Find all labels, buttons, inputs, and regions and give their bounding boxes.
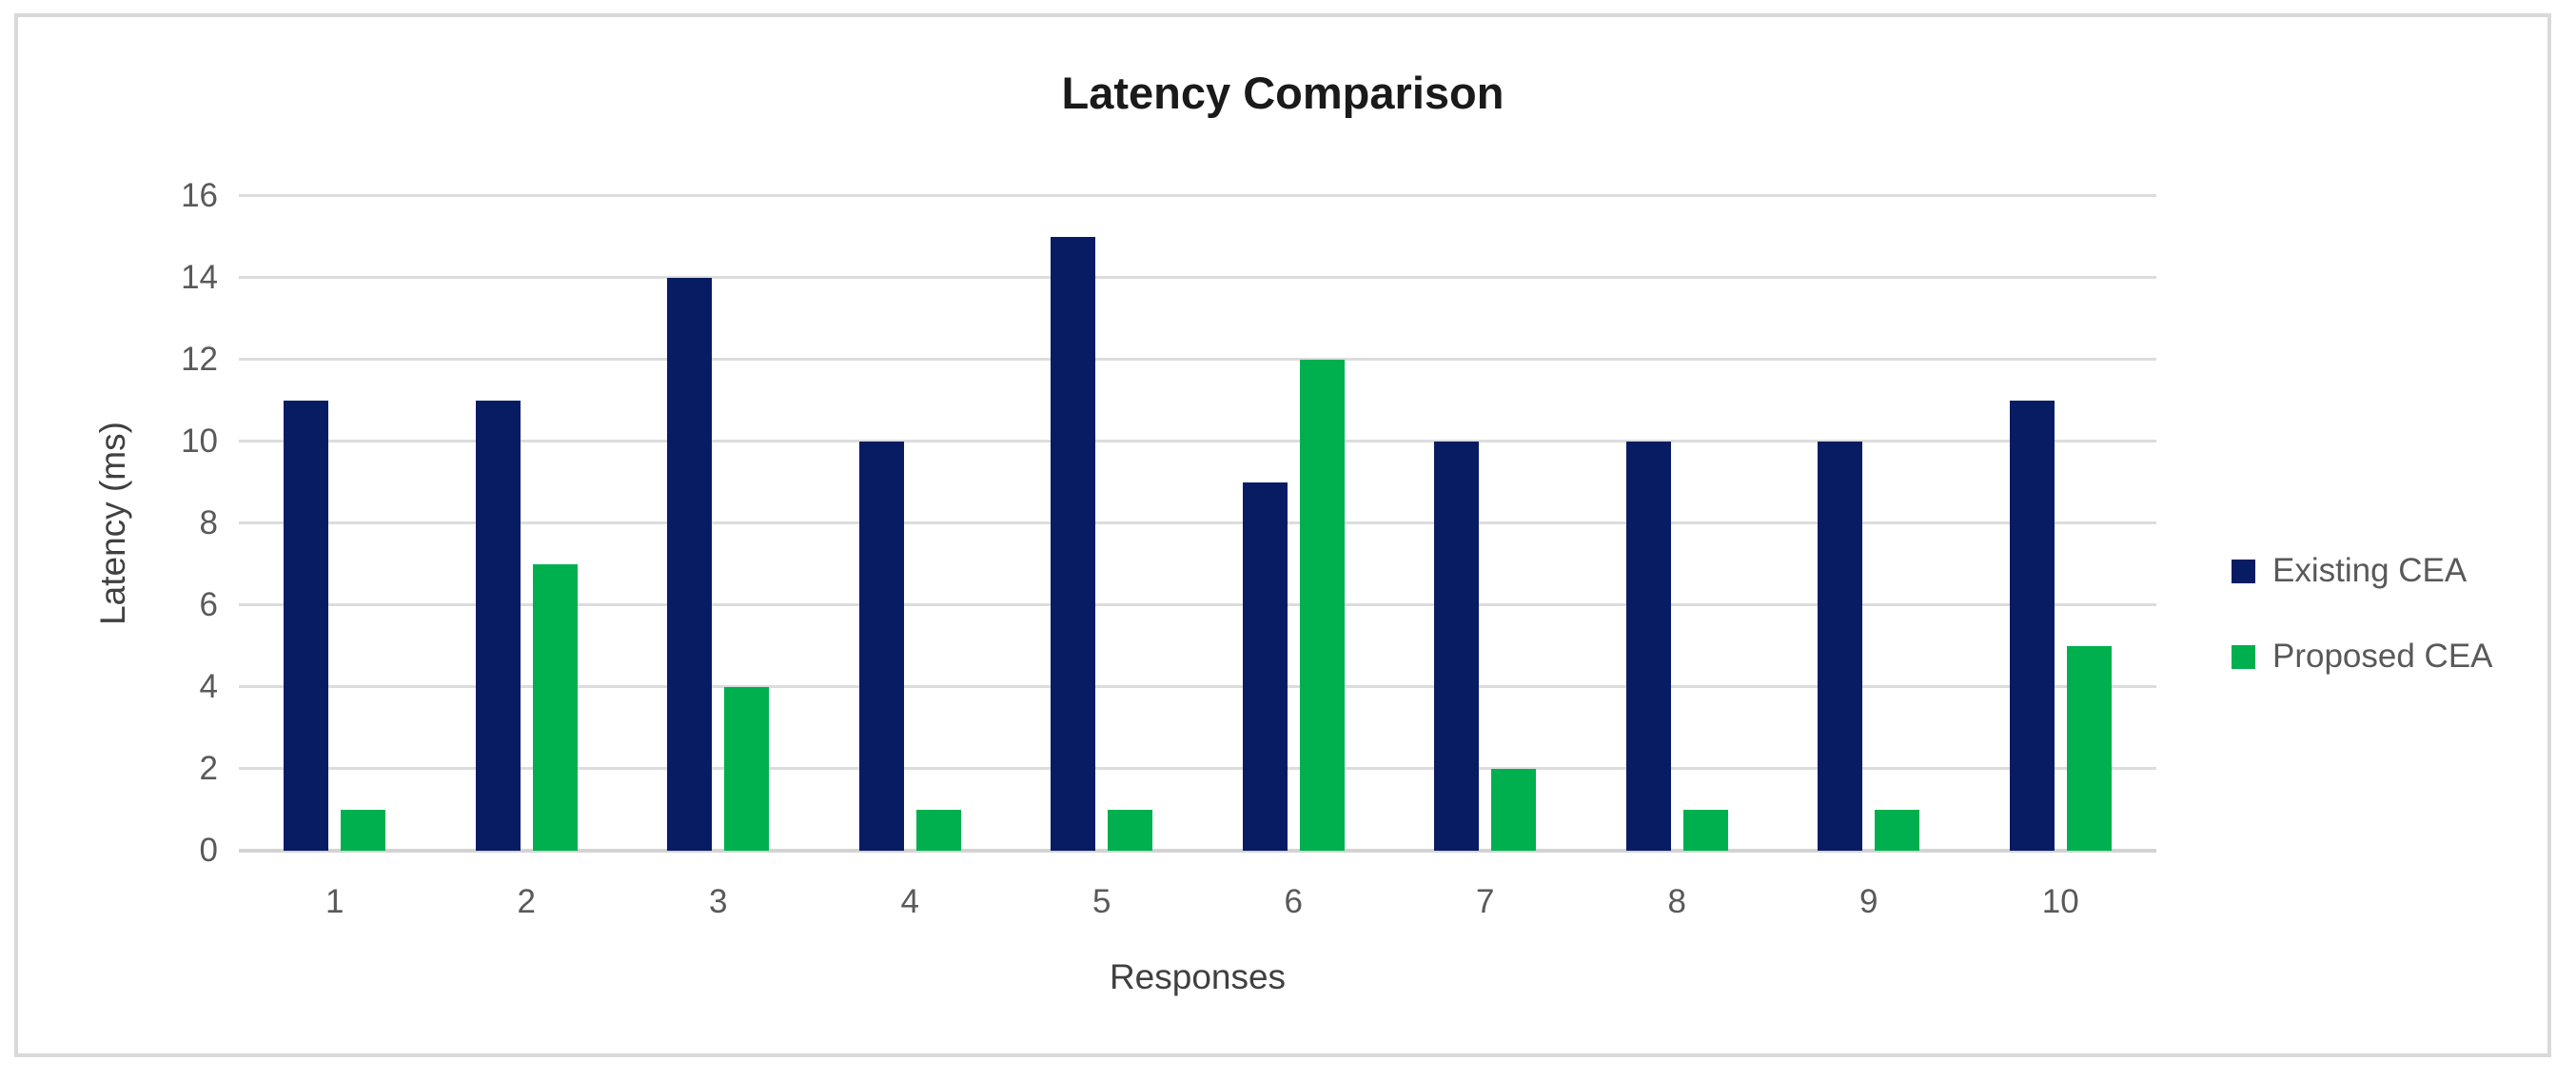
gridline xyxy=(239,603,2156,606)
bar-existing-cea-7 xyxy=(1434,442,1480,851)
plot-area xyxy=(239,194,2156,853)
y-axis-tick-labels: 16 14 12 10 8 6 4 2 0 xyxy=(75,177,218,869)
legend-item-proposed-cea: Proposed CEA xyxy=(2232,638,2493,676)
bar-proposed-cea-4 xyxy=(915,810,961,851)
bar-existing-cea-5 xyxy=(1051,237,1096,851)
bar-proposed-cea-9 xyxy=(1875,810,1920,851)
gridline xyxy=(239,767,2156,770)
bar-proposed-cea-3 xyxy=(724,687,770,851)
x-axis-line xyxy=(239,849,2156,853)
bar-group-2 xyxy=(431,196,623,851)
bar-existing-cea-8 xyxy=(1625,442,1671,851)
gridline xyxy=(239,440,2156,442)
bar-group-10 xyxy=(1965,196,2157,851)
x-tick-label-4: 4 xyxy=(900,883,919,920)
bar-existing-cea-10 xyxy=(2009,401,2055,851)
y-tick-label: 6 xyxy=(199,586,218,623)
bar-proposed-cea-5 xyxy=(1108,810,1153,851)
bar-proposed-cea-7 xyxy=(1491,769,1537,851)
y-tick-label: 2 xyxy=(199,750,218,787)
bar-group-7 xyxy=(1389,196,1582,851)
y-tick-label: 8 xyxy=(199,504,218,541)
bar-existing-cea-6 xyxy=(1242,482,1288,851)
legend-label: Proposed CEA xyxy=(2272,638,2493,675)
gridline xyxy=(239,276,2156,279)
y-tick-label: 10 xyxy=(181,423,218,460)
x-tick-label-9: 9 xyxy=(1859,883,1878,920)
bar-proposed-cea-6 xyxy=(1299,360,1345,851)
bar-existing-cea-9 xyxy=(1818,442,1863,851)
bar-proposed-cea-2 xyxy=(532,564,578,851)
chart-title: Latency Comparison xyxy=(1061,68,1504,118)
gridline xyxy=(239,685,2156,688)
bar-group-5 xyxy=(1006,196,1198,851)
x-axis-title: Responses xyxy=(1109,957,1287,996)
y-tick-label: 14 xyxy=(181,259,218,296)
bar-proposed-cea-1 xyxy=(341,810,386,851)
bar-proposed-cea-10 xyxy=(2066,646,2112,851)
legend-label: Existing CEA xyxy=(2272,552,2468,589)
legend-item-existing-cea: Existing CEA xyxy=(2232,552,2493,590)
bar-group-1 xyxy=(239,196,431,851)
x-tick-label-8: 8 xyxy=(1667,883,1686,920)
x-tick-label-10: 10 xyxy=(2041,883,2079,920)
x-axis-tick-labels: 1 2 3 4 5 6 7 8 9 10 xyxy=(239,883,2156,921)
bar-existing-cea-3 xyxy=(667,278,713,851)
x-tick-label-6: 6 xyxy=(1284,883,1303,920)
y-tick-label: 16 xyxy=(181,177,218,214)
bar-group-4 xyxy=(815,196,1007,851)
bar-group-9 xyxy=(1773,196,1965,851)
bar-group-8 xyxy=(1582,196,1774,851)
x-tick-label-1: 1 xyxy=(325,883,344,920)
y-tick-label: 4 xyxy=(199,668,218,705)
bar-existing-cea-2 xyxy=(475,401,521,851)
x-tick-label-7: 7 xyxy=(1476,883,1495,920)
gridline xyxy=(239,521,2156,524)
gridline xyxy=(239,194,2156,197)
y-tick-label: 12 xyxy=(181,341,218,378)
bar-proposed-cea-8 xyxy=(1682,810,1728,851)
legend: Existing CEA Proposed CEA xyxy=(2232,552,2493,676)
chart-frame: Latency Comparison Latency (ms) 16 14 12 10… xyxy=(14,13,2551,1057)
legend-swatch-existing-cea xyxy=(2232,559,2255,583)
gridline xyxy=(239,358,2156,361)
y-tick-label: 0 xyxy=(199,832,218,869)
bar-groups xyxy=(239,196,2156,851)
bar-group-3 xyxy=(622,196,815,851)
bar-existing-cea-4 xyxy=(858,442,904,851)
x-tick-label-3: 3 xyxy=(709,883,728,920)
x-tick-label-5: 5 xyxy=(1092,883,1111,920)
bar-group-6 xyxy=(1198,196,1390,851)
bar-existing-cea-1 xyxy=(284,401,329,851)
x-tick-label-2: 2 xyxy=(517,883,536,920)
legend-swatch-proposed-cea xyxy=(2232,644,2255,669)
